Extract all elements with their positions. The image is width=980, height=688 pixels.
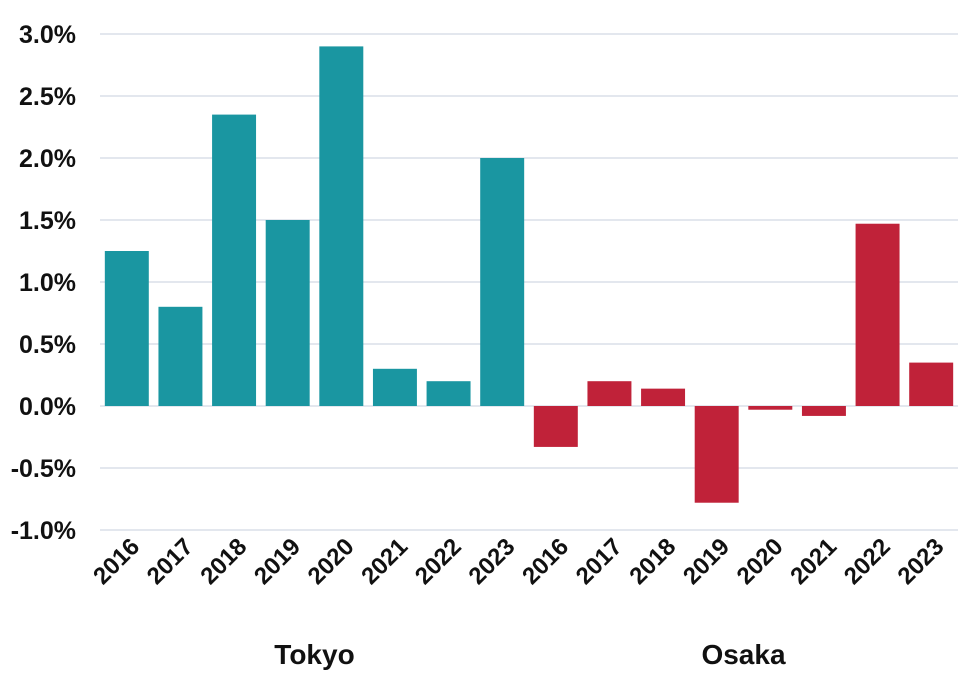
x-tick-label: 2018: [624, 533, 681, 590]
bar-osaka-2018: [641, 388, 686, 406]
bar-osaka-2021: [801, 406, 846, 416]
x-tick-label: 2017: [571, 533, 628, 590]
bar-osaka-2023: [909, 362, 954, 406]
bar-osaka-2017: [587, 381, 632, 406]
bar-tokyo-2018: [212, 114, 257, 406]
bar-tokyo-2017: [158, 306, 203, 406]
y-tick-label: 3.0%: [19, 21, 76, 49]
x-tick-label: 2020: [732, 533, 789, 590]
bar-tokyo-2021: [372, 368, 417, 406]
x-tick-label: 2020: [303, 533, 360, 590]
x-tick-label: 2016: [88, 533, 145, 590]
bar-tokyo-2020: [319, 46, 364, 407]
y-tick-label: 0.0%: [19, 393, 76, 421]
bar-tokyo-2019: [265, 220, 310, 406]
y-tick-label: 1.0%: [19, 269, 76, 297]
x-tick-label: 2017: [142, 533, 199, 590]
y-tick-label: -1.0%: [11, 517, 76, 545]
bar-tokyo-2022: [426, 381, 471, 406]
bar-tokyo-2023: [480, 158, 525, 406]
group-label-osaka: Osaka: [701, 639, 785, 670]
bar-tokyo-2016: [104, 251, 149, 406]
y-tick-label: 2.5%: [19, 83, 76, 111]
x-tick-label: 2021: [785, 533, 842, 590]
x-tick-label: 2019: [678, 533, 735, 590]
x-tick-label: 2019: [249, 533, 306, 590]
x-tick-label: 2022: [410, 533, 467, 590]
x-tick-label: 2018: [195, 533, 252, 590]
y-tick-label: 1.5%: [19, 207, 76, 235]
bar-osaka-2022: [855, 223, 900, 406]
y-tick-label: -0.5%: [11, 455, 76, 483]
x-tick-label: 2021: [356, 533, 413, 590]
bar-osaka-2019: [694, 406, 739, 503]
x-tick-label: 2016: [517, 533, 574, 590]
x-tick-label: 2022: [839, 533, 896, 590]
x-tick-label: 2023: [464, 533, 521, 590]
group-label-tokyo: Tokyo: [274, 639, 354, 670]
y-tick-label: 2.0%: [19, 145, 76, 173]
x-tick-label: 2023: [893, 533, 950, 590]
bar-osaka-2016: [533, 406, 578, 447]
y-tick-label: 0.5%: [19, 331, 76, 359]
bar-osaka-2020: [748, 406, 793, 410]
